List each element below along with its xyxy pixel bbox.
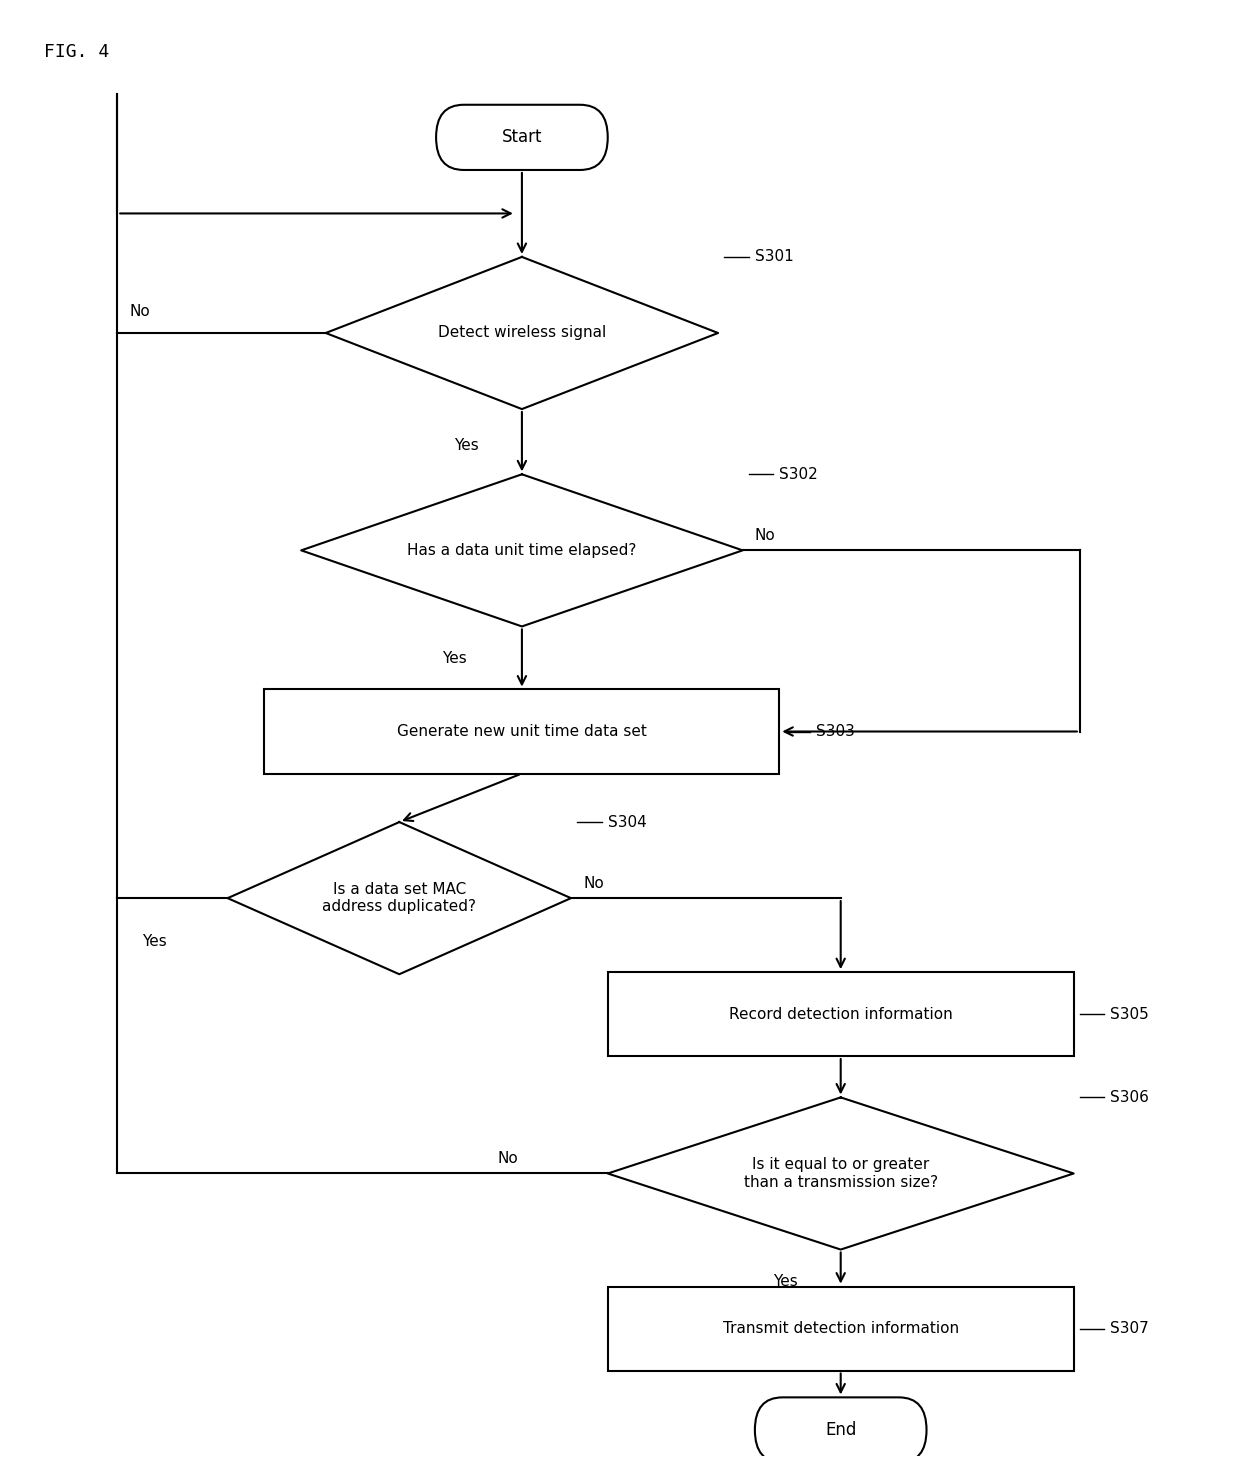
Text: No: No xyxy=(129,304,150,319)
FancyBboxPatch shape xyxy=(436,105,608,170)
FancyBboxPatch shape xyxy=(755,1397,926,1463)
Text: Is a data set MAC
address duplicated?: Is a data set MAC address duplicated? xyxy=(322,882,476,914)
Text: S302: S302 xyxy=(780,467,818,481)
Text: No: No xyxy=(583,876,604,891)
Text: Has a data unit time elapsed?: Has a data unit time elapsed? xyxy=(407,543,636,557)
Polygon shape xyxy=(228,822,570,974)
Text: Yes: Yes xyxy=(455,437,479,454)
FancyBboxPatch shape xyxy=(264,689,780,774)
Text: Yes: Yes xyxy=(443,651,467,666)
Text: S301: S301 xyxy=(755,249,794,265)
Text: Is it equal to or greater
than a transmission size?: Is it equal to or greater than a transmi… xyxy=(744,1157,937,1189)
Text: S305: S305 xyxy=(1111,1007,1149,1021)
FancyBboxPatch shape xyxy=(608,1286,1074,1371)
Text: End: End xyxy=(825,1421,857,1440)
Text: S306: S306 xyxy=(1111,1090,1149,1105)
Text: FIG. 4: FIG. 4 xyxy=(43,44,109,61)
Polygon shape xyxy=(301,474,743,626)
Text: No: No xyxy=(755,528,776,543)
FancyBboxPatch shape xyxy=(608,971,1074,1056)
Text: Yes: Yes xyxy=(141,933,166,949)
Polygon shape xyxy=(608,1097,1074,1249)
Text: No: No xyxy=(497,1151,518,1166)
Text: S303: S303 xyxy=(816,724,856,739)
Text: Start: Start xyxy=(502,129,542,146)
Text: S304: S304 xyxy=(608,815,646,830)
Polygon shape xyxy=(326,257,718,410)
Text: Record detection information: Record detection information xyxy=(729,1007,952,1021)
Text: S307: S307 xyxy=(1111,1321,1149,1336)
Text: Generate new unit time data set: Generate new unit time data set xyxy=(397,724,647,739)
Text: Transmit detection information: Transmit detection information xyxy=(723,1321,959,1336)
Text: Detect wireless signal: Detect wireless signal xyxy=(438,325,606,341)
Text: Yes: Yes xyxy=(774,1274,799,1289)
